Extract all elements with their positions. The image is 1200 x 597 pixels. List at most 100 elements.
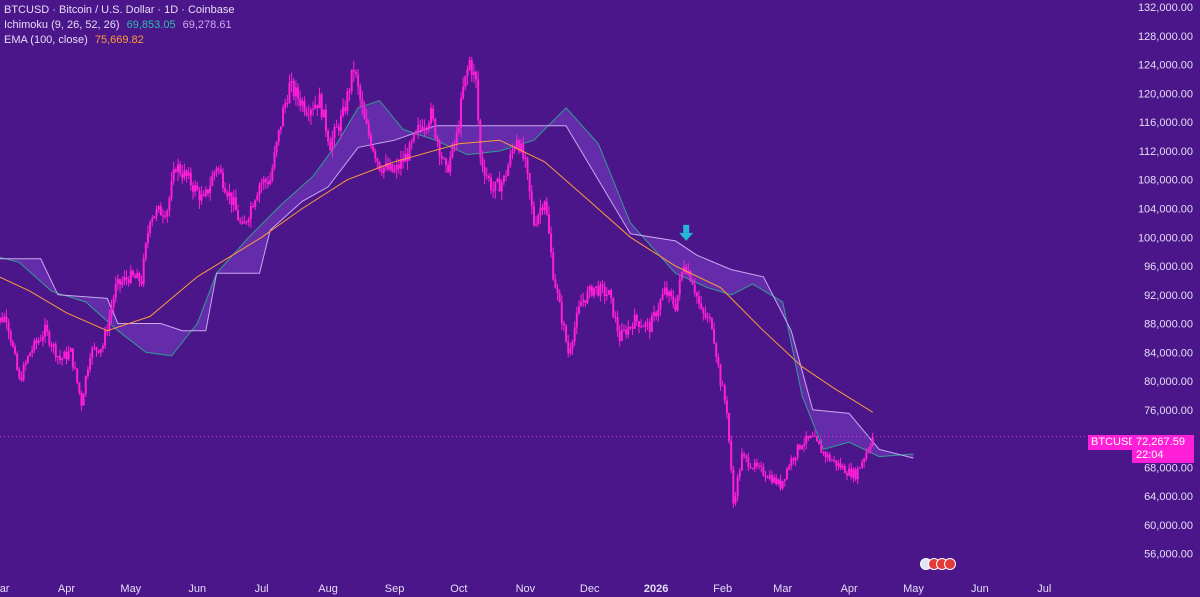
candle-body <box>262 179 265 184</box>
candle-body <box>372 146 375 152</box>
price-axis[interactable]: 56,000.0060,000.0064,000.0068,000.0072,0… <box>1138 2 1193 560</box>
candle-body <box>82 394 85 406</box>
event-flag-icon-3[interactable] <box>944 558 956 570</box>
legend-ema[interactable]: EMA (100, close) 75,669.82 <box>4 34 148 46</box>
candle-body <box>468 59 471 70</box>
candle-body <box>640 326 643 328</box>
candle-body <box>573 327 576 342</box>
candle-body <box>526 157 529 174</box>
candle-body <box>331 137 334 151</box>
candle-body <box>9 331 12 342</box>
candle-body <box>380 170 383 173</box>
candle-body <box>449 156 452 173</box>
candle-body <box>237 210 240 221</box>
candle-body <box>672 296 675 305</box>
candle-body <box>395 164 398 171</box>
candle-body <box>447 165 450 173</box>
candle-body <box>176 164 179 172</box>
candle-body <box>337 126 340 131</box>
candle-body <box>357 74 360 87</box>
candle-body <box>494 181 497 191</box>
candle-body <box>179 164 182 174</box>
candle-body <box>618 331 621 341</box>
candle-body <box>590 286 593 296</box>
candle-body <box>785 468 788 479</box>
candle-body <box>226 192 229 197</box>
candle-body <box>46 324 49 332</box>
candle-body <box>710 318 713 329</box>
candle-body <box>339 115 342 131</box>
candle-body <box>288 82 291 103</box>
candle-body <box>693 284 696 293</box>
candle-body <box>676 295 679 311</box>
price-tick-label: 100,000.00 <box>1138 232 1193 244</box>
candle-body <box>417 125 420 131</box>
candle-body <box>71 348 74 368</box>
time-tick-label: Dec <box>580 583 600 595</box>
economic-events[interactable] <box>920 558 956 570</box>
candle-body <box>635 314 638 322</box>
candle-body <box>530 191 533 206</box>
candle-body <box>845 473 848 476</box>
candle-body <box>414 130 417 135</box>
candle-body <box>425 127 428 129</box>
candle-body <box>196 185 199 191</box>
price-tick-label: 60,000.00 <box>1144 520 1193 532</box>
candle-body <box>790 458 793 467</box>
time-tick-label: Jul <box>255 583 269 595</box>
legend-ichimoku[interactable]: Ichimoku (9, 26, 52, 26) 69,853.05 69,27… <box>4 19 236 31</box>
candle-body <box>650 315 653 333</box>
candle-body <box>174 169 177 172</box>
price-tick-label: 108,000.00 <box>1138 175 1193 187</box>
candle-body <box>794 457 797 461</box>
candle-body <box>655 312 658 317</box>
candle-body <box>492 190 495 192</box>
candle-body <box>689 271 692 282</box>
candle-body <box>670 291 673 297</box>
candle-body <box>770 475 773 483</box>
candle-body <box>301 100 304 106</box>
candle-body <box>569 348 572 354</box>
candle-body <box>181 173 184 178</box>
candle-body <box>161 215 164 217</box>
symbol-badge: BTCUSD <box>1088 435 1140 450</box>
candle-body <box>445 158 448 166</box>
ichimoku-span-a <box>0 100 914 458</box>
time-tick-label: Feb <box>713 583 732 595</box>
candle-body <box>565 325 568 342</box>
candle-body <box>41 336 44 341</box>
candle-body <box>282 107 285 127</box>
time-axis[interactable]: Mar Apr May Jun Jul Aug Sep Oct Nov Dec 2026 Feb Mar… <box>0 583 1051 595</box>
candle-body <box>369 135 372 147</box>
candle-body <box>273 152 276 169</box>
candle-body <box>419 125 422 127</box>
price-tick-label: 56,000.00 <box>1144 549 1193 561</box>
candle-body <box>475 71 478 80</box>
candle-body <box>717 357 720 365</box>
candle-body <box>376 158 379 162</box>
legend-symbol[interactable]: BTCUSD · Bitcoin / U.S. Dollar · 1D · Co… <box>4 4 238 16</box>
candle-body <box>11 341 14 347</box>
candle-body <box>442 158 445 160</box>
candle-body <box>404 153 407 162</box>
candle-body <box>112 298 115 308</box>
candle-body <box>95 347 98 351</box>
candle-body <box>472 71 475 75</box>
candle-body <box>691 281 694 285</box>
price-tick-label: 96,000.00 <box>1144 261 1193 273</box>
candle-body <box>427 123 430 128</box>
candle-body <box>211 175 214 186</box>
candle-body <box>612 297 615 318</box>
candle-body <box>59 356 62 361</box>
candle-body <box>342 107 345 116</box>
candle-body <box>65 351 68 360</box>
candle-body <box>213 171 216 176</box>
candle-body <box>777 479 780 485</box>
candle-body <box>54 344 57 358</box>
candle-body <box>209 185 212 194</box>
candle-body <box>860 462 863 468</box>
candle-body <box>286 102 289 104</box>
legend-symbol-text: BTCUSD · Bitcoin / U.S. Dollar · 1D · Co… <box>4 4 235 16</box>
candle-body <box>562 323 565 326</box>
